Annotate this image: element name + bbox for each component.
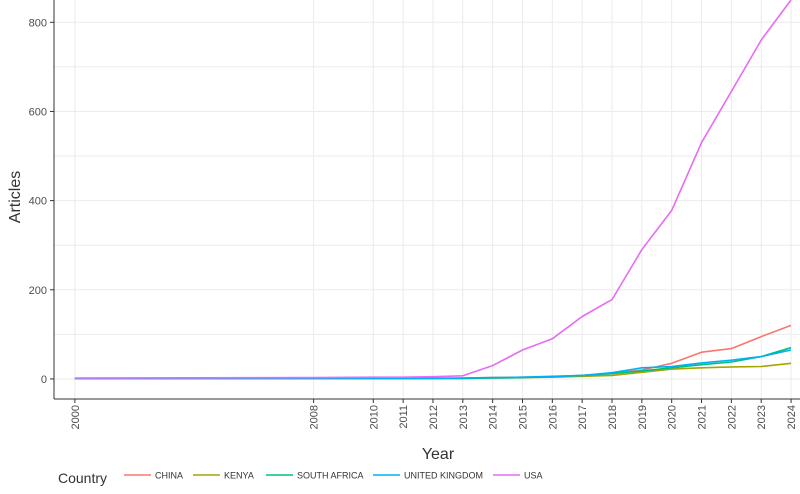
x-tick-label: 2013 <box>458 405 470 429</box>
x-tick-label: 2011 <box>398 405 410 429</box>
y-tick-label: 400 <box>29 196 47 208</box>
legend-title: Country <box>58 470 107 486</box>
x-tick-label: 2023 <box>756 405 768 429</box>
grid-layer <box>54 0 800 399</box>
y-tick-label: 200 <box>29 285 47 297</box>
x-tick-label: 2016 <box>547 405 559 429</box>
legend: Country CHINA KENYA SOUTH AFRICA UNITED KIN… <box>58 470 543 486</box>
legend-label-usa: USA <box>524 471 543 481</box>
x-axis-title: Year <box>422 446 455 463</box>
axes-layer <box>53 0 800 400</box>
x-tick-label: 2019 <box>637 405 649 429</box>
series-layer <box>74 0 792 380</box>
series-line-united-kingdom <box>74 349 792 380</box>
x-tick-label: 2014 <box>488 405 500 429</box>
y-tick-label: 600 <box>29 106 47 118</box>
legend-label-kenya: KENYA <box>224 471 254 481</box>
x-tick-label: 2021 <box>697 405 709 429</box>
series-line-usa <box>74 0 792 379</box>
legend-label-united-kingdom: UNITED KINGDOM <box>404 471 483 481</box>
x-tick-label: 2022 <box>726 405 738 429</box>
x-tick-label: 2010 <box>368 405 380 429</box>
x-ticks: 2000 2008 2010 2011 2012 2013 2014 2015 2016 2017… <box>70 399 798 429</box>
y-tick-label: 800 <box>29 17 47 29</box>
x-tick-label: 2008 <box>309 405 321 429</box>
y-axis-title: Articles <box>7 171 24 223</box>
x-tick-label: 2017 <box>577 405 589 429</box>
x-tick-label: 2018 <box>607 405 619 429</box>
legend-items: CHINA KENYA SOUTH AFRICA UNITED KINGDOM USA <box>124 471 543 481</box>
legend-label-south-africa: SOUTH AFRICA <box>297 471 364 481</box>
x-tick-label: 2024 <box>786 405 798 429</box>
x-tick-label: 2000 <box>70 405 82 429</box>
y-tick-label: 0 <box>41 374 47 386</box>
x-tick-label: 2015 <box>517 405 529 429</box>
x-tick-label: 2020 <box>667 405 679 429</box>
x-tick-label: 2012 <box>428 405 440 429</box>
y-ticks: 0 200 400 600 800 <box>29 17 54 386</box>
legend-label-china: CHINA <box>155 471 183 481</box>
